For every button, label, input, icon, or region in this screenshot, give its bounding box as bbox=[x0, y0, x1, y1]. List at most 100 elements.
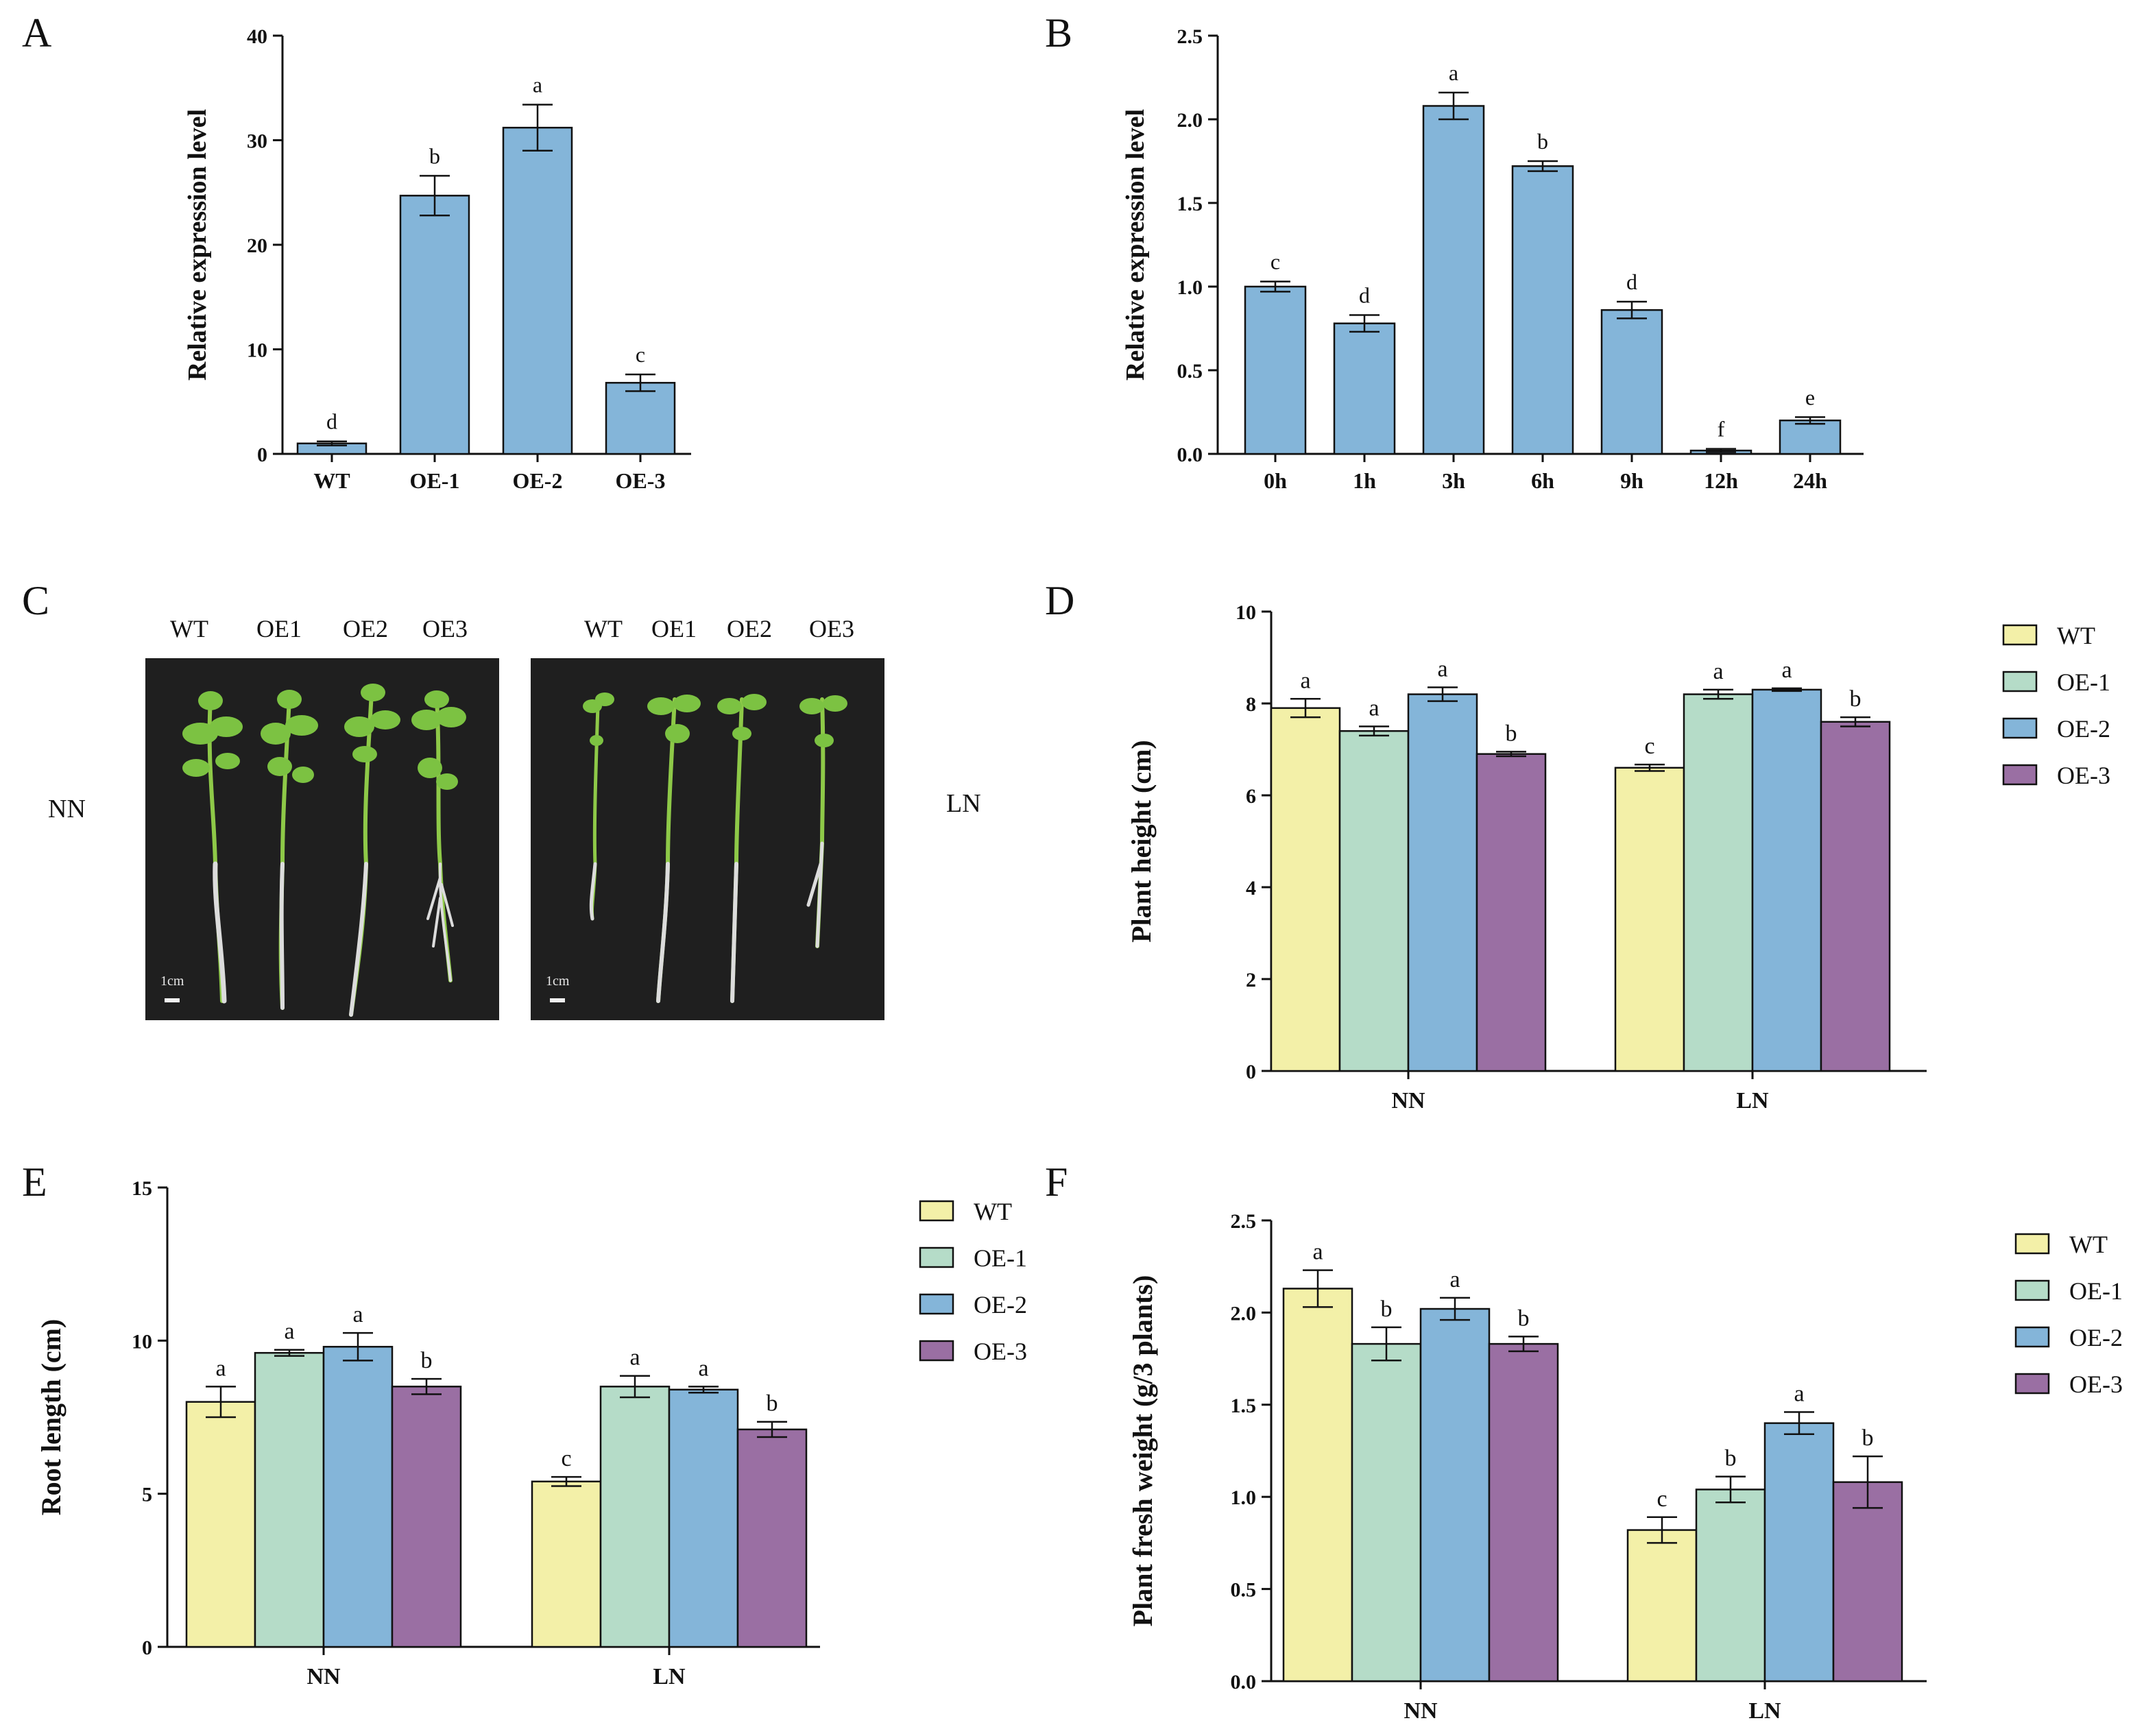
photo-header-wt-left: WT bbox=[170, 615, 208, 642]
x-tick-label: 0h bbox=[1264, 468, 1287, 493]
x-tick-label: 24h bbox=[1793, 468, 1827, 493]
y-axis-label: Plant height (cm) bbox=[1126, 740, 1157, 943]
x-tick-label: LN bbox=[1748, 1698, 1781, 1724]
bar-oe-3-nn bbox=[1475, 753, 1547, 1072]
bar-oe-2-ln bbox=[668, 1388, 739, 1648]
bar-oe-2-nn bbox=[1407, 693, 1478, 1072]
seedlings-nn bbox=[182, 684, 466, 1017]
y-axis-label: Relative expression level bbox=[183, 109, 212, 381]
bar-wt-nn bbox=[185, 1401, 256, 1648]
bar-oe-2-nn bbox=[1419, 1307, 1491, 1683]
significance-letter: b bbox=[421, 1348, 433, 1373]
scale-label-ln: 1cm bbox=[546, 974, 570, 989]
significance-letter: b bbox=[1506, 721, 1517, 746]
y-tick-label: 10 bbox=[1236, 601, 1256, 624]
y-tick-label: 2.0 bbox=[1177, 109, 1203, 132]
y-tick-label: 2.0 bbox=[1231, 1302, 1257, 1325]
bar-oe-3 bbox=[605, 382, 676, 455]
significance-letter: c bbox=[1270, 250, 1280, 274]
y-tick-label: 40 bbox=[247, 25, 267, 48]
seedling-photo-ln bbox=[531, 658, 884, 1020]
x-tick-label: 3h bbox=[1442, 468, 1465, 493]
panel-label-f: F bbox=[1045, 1159, 1068, 1205]
legend-label-oe-2: OE-2 bbox=[974, 1291, 1027, 1318]
y-tick-label: 0.5 bbox=[1177, 360, 1203, 383]
legend-label-oe-3: OE-3 bbox=[974, 1338, 1027, 1365]
significance-letter: d bbox=[1626, 269, 1637, 294]
legend-swatch-oe-3 bbox=[2014, 1373, 2050, 1395]
y-tick-label: 30 bbox=[247, 130, 267, 153]
panel-label-d: D bbox=[1045, 578, 1075, 623]
legend-swatch-wt bbox=[2002, 624, 2038, 646]
significance-letter: c bbox=[561, 1446, 571, 1471]
legend-label-wt: WT bbox=[2069, 1231, 2108, 1258]
bar-3h bbox=[1422, 105, 1485, 455]
x-tick-label: 12h bbox=[1704, 468, 1738, 493]
x-tick-label: 9h bbox=[1620, 468, 1643, 493]
bar-wt-ln bbox=[1626, 1529, 1698, 1683]
significance-letter: b bbox=[767, 1391, 778, 1416]
x-tick-label: OE-1 bbox=[410, 468, 460, 493]
y-tick-label: 0.5 bbox=[1231, 1579, 1257, 1602]
y-tick-label: 0 bbox=[142, 1637, 152, 1659]
x-tick-label: WT bbox=[313, 468, 350, 493]
panel-label-e: E bbox=[22, 1159, 47, 1205]
significance-letter: a bbox=[284, 1319, 294, 1345]
y-axis-label: Relative expression level bbox=[1121, 109, 1150, 381]
photo-header-oe2-left: OE2 bbox=[343, 615, 388, 642]
significance-letter: a bbox=[629, 1345, 640, 1371]
significance-letter: a bbox=[1449, 60, 1458, 85]
bar-6h bbox=[1511, 165, 1574, 455]
bar-oe-1-nn bbox=[1351, 1342, 1422, 1683]
bar-wt-nn bbox=[1282, 1288, 1353, 1683]
legend-swatch-oe-3 bbox=[2002, 764, 2038, 786]
significance-letter: a bbox=[1713, 659, 1723, 684]
bar-oe-3-ln bbox=[736, 1428, 808, 1648]
bar-oe-3-nn bbox=[1488, 1342, 1559, 1683]
significance-letter: a bbox=[1437, 657, 1447, 682]
photo-header-oe3-left: OE3 bbox=[422, 615, 468, 642]
bar-oe-1-nn bbox=[1338, 730, 1410, 1072]
y-tick-label: 1.5 bbox=[1177, 193, 1203, 215]
legend-swatch-oe-1 bbox=[2014, 1279, 2050, 1301]
bar-oe-3-ln bbox=[1832, 1481, 1903, 1683]
bar-oe-2-ln bbox=[1751, 688, 1822, 1072]
legend-label-oe-3: OE-3 bbox=[2057, 762, 2110, 789]
significance-letter: b bbox=[1381, 1297, 1393, 1322]
significance-letter: c bbox=[1657, 1486, 1667, 1512]
bar-0h bbox=[1244, 285, 1307, 455]
legend-label-oe-3: OE-3 bbox=[2069, 1371, 2123, 1398]
photo-header-oe2-right: OE2 bbox=[727, 615, 772, 642]
chart-e: 0 5 10 15 Root length (cm) a a a b NN c a a b LN WT OE-1… bbox=[36, 1177, 1027, 1689]
x-tick-label: LN bbox=[1736, 1088, 1769, 1113]
photo-header-wt-right: WT bbox=[584, 615, 623, 642]
panel-label-c: C bbox=[22, 578, 50, 623]
legend-label-oe-1: OE-1 bbox=[2069, 1277, 2123, 1305]
bar-oe-2-ln bbox=[1763, 1422, 1835, 1683]
chart-b: 0.0 0.5 1.0 1.5 2.0 2.5 Relative expression le… bbox=[1121, 25, 1864, 493]
y-tick-label: 15 bbox=[132, 1177, 152, 1200]
bar-oe-3-ln bbox=[1820, 721, 1891, 1072]
legend-label-wt: WT bbox=[2057, 622, 2095, 649]
legend-swatch-oe-2 bbox=[2002, 717, 2038, 739]
significance-letter: a bbox=[1449, 1267, 1460, 1292]
significance-letter: a bbox=[1369, 696, 1379, 721]
scale-label-nn: 1cm bbox=[160, 974, 184, 989]
chart-f: 0.0 0.5 1.0 1.5 2.0 2.5 Plant fresh weight (g/… bbox=[1127, 1210, 2123, 1724]
photo-header-oe1-left: OE1 bbox=[256, 615, 302, 642]
legend-swatch-oe-3 bbox=[919, 1340, 954, 1362]
y-tick-label: 1.5 bbox=[1231, 1395, 1257, 1417]
legend-swatch-oe-1 bbox=[919, 1246, 954, 1268]
chart-d: 0 2 4 6 8 10 Plant height (cm) a a a b NN c a a b LN WT OE… bbox=[1126, 601, 2110, 1113]
x-tick-label: OE-2 bbox=[513, 468, 563, 493]
x-tick-label: 6h bbox=[1531, 468, 1554, 493]
bar-oe-1-ln bbox=[599, 1386, 671, 1648]
x-tick-label: NN bbox=[1404, 1698, 1438, 1724]
y-tick-label: 2 bbox=[1246, 969, 1256, 991]
photo-header-oe1-right: OE1 bbox=[651, 615, 697, 642]
legend-swatch-oe-2 bbox=[2014, 1326, 2050, 1348]
legend-swatch-oe-1 bbox=[2002, 671, 2038, 692]
legend-label-oe-1: OE-1 bbox=[974, 1244, 1027, 1272]
significance-letter: b bbox=[1537, 129, 1548, 154]
